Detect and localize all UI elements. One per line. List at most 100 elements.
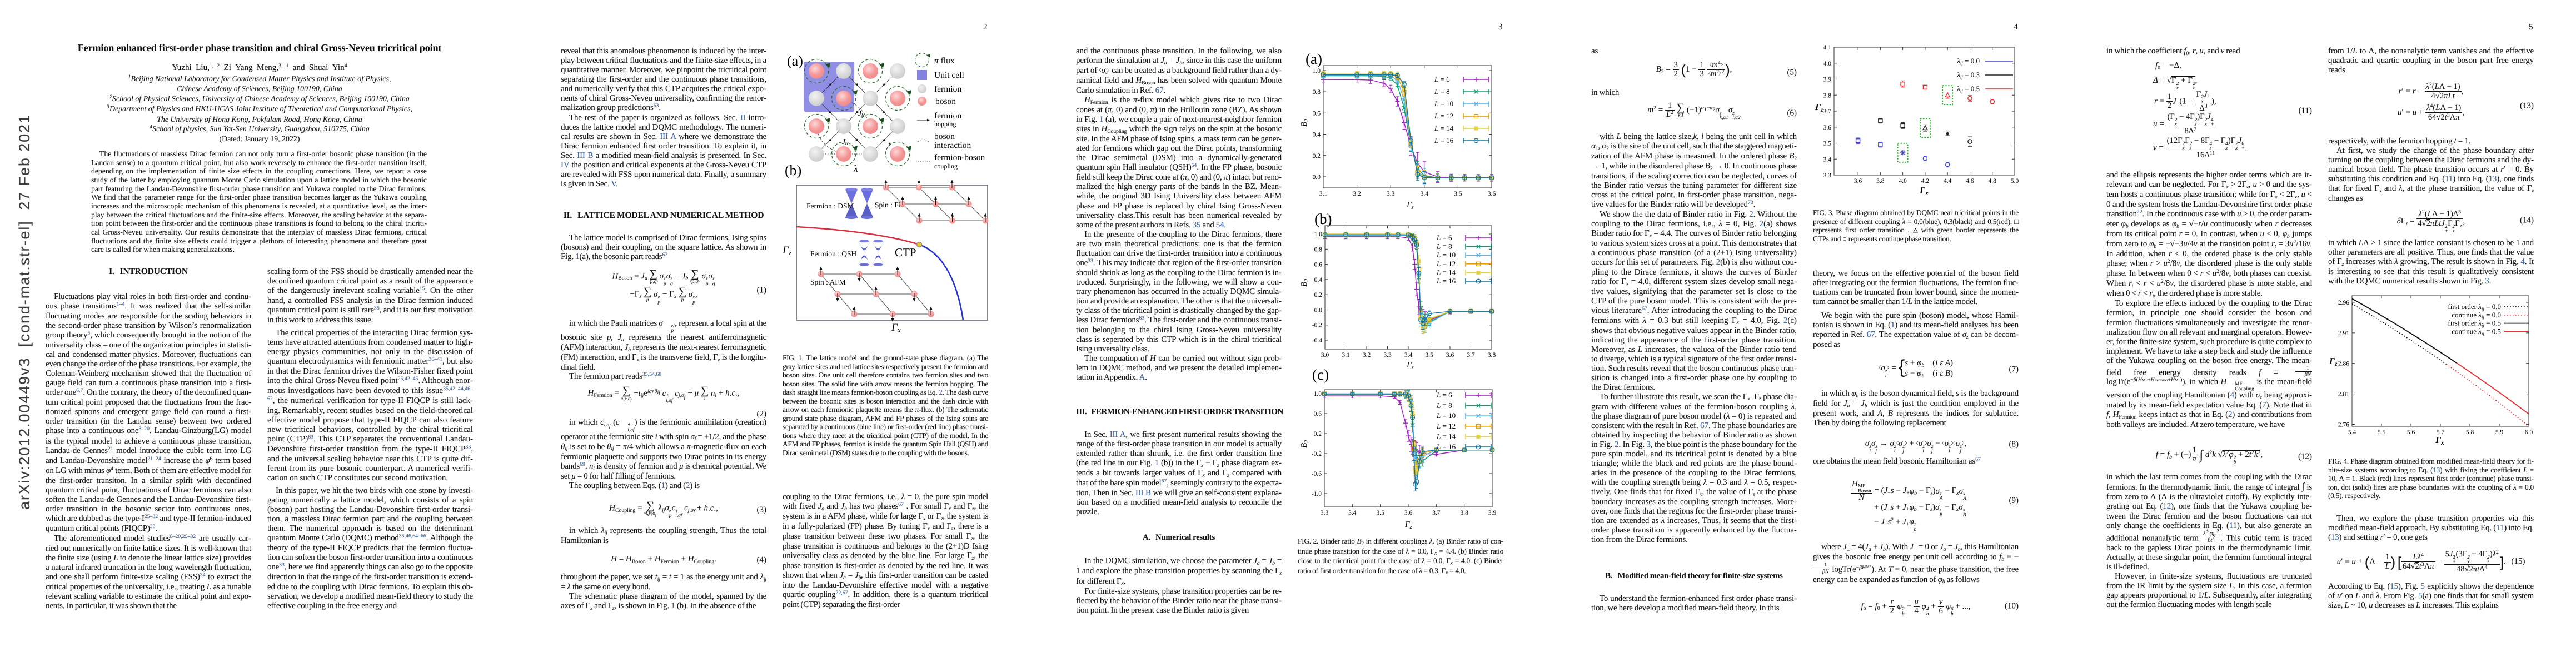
svg-text:L = 16: L = 16 — [1436, 277, 1456, 285]
svg-text:3.2: 3.2 — [1353, 191, 1361, 197]
svg-text:3.4: 3.4 — [1404, 352, 1413, 359]
svg-text:Γx: Γx — [1919, 185, 1929, 195]
svg-text:0.2: 0.2 — [1314, 431, 1322, 437]
svg-text:(b): (b) — [1314, 211, 1332, 227]
svg-text:0.4: 0.4 — [1314, 277, 1323, 283]
svg-text:3.2: 3.2 — [1363, 352, 1371, 359]
svg-text:λij = 0.5: λij = 0.5 — [1956, 84, 1980, 94]
svg-text:3.4: 3.4 — [1823, 156, 1832, 163]
svg-text:4.1: 4.1 — [1823, 44, 1832, 51]
svg-text:2.76: 2.76 — [2338, 421, 2349, 428]
svg-text:0.6: 0.6 — [1314, 262, 1323, 268]
svg-text:3.0: 3.0 — [1321, 352, 1329, 359]
svg-text:Spin : AFM: Spin : AFM — [810, 278, 846, 286]
svg-text:5.8: 5.8 — [2466, 429, 2474, 436]
svg-text:2.81: 2.81 — [2338, 391, 2349, 398]
svg-text:Γx: Γx — [891, 322, 901, 332]
svg-text:1.0: 1.0 — [1313, 68, 1321, 74]
svg-text:π flux: π flux — [934, 56, 955, 66]
svg-text:L = 10: L = 10 — [1436, 251, 1456, 259]
svg-text:0.0: 0.0 — [1314, 307, 1323, 313]
svg-text:0.6: 0.6 — [1313, 110, 1321, 117]
svg-text:first order λij = 0.5: first order λij = 0.5 — [2448, 319, 2501, 328]
svg-text:B2: B2 — [1300, 118, 1310, 127]
svg-text:B2: B2 — [1300, 440, 1310, 448]
svg-text:fermion-boson: fermion-boson — [934, 153, 985, 162]
svg-text:L = 14: L = 14 — [1436, 432, 1456, 440]
svg-text:4.0: 4.0 — [1823, 61, 1832, 67]
svg-text:3.6: 3.6 — [1488, 191, 1496, 197]
svg-text:Jb: Jb — [858, 109, 864, 118]
svg-text:L = 6: L = 6 — [1436, 233, 1452, 242]
svg-text:Γz: Γz — [1404, 520, 1412, 530]
svg-text:3.8: 3.8 — [1460, 510, 1468, 516]
svg-text:(b): (b) — [785, 162, 801, 178]
svg-text:0.4: 0.4 — [1313, 132, 1321, 138]
svg-text:1.0: 1.0 — [1314, 391, 1322, 397]
svg-text:0.2: 0.2 — [1313, 153, 1321, 160]
svg-text:3.7: 3.7 — [1432, 510, 1441, 516]
svg-text:L = 12: L = 12 — [1436, 422, 1456, 430]
svg-text:Ja: Ja — [842, 137, 848, 146]
svg-text:B2: B2 — [1300, 278, 1310, 287]
svg-text:L = 12: L = 12 — [1434, 112, 1453, 120]
svg-text:(c): (c) — [1312, 366, 1329, 383]
svg-text:Fermion : DSM: Fermion : DSM — [806, 202, 854, 210]
svg-text:3.8: 3.8 — [1823, 92, 1832, 99]
svg-text:3.8: 3.8 — [1488, 352, 1496, 359]
svg-text:continue λij = 0.0: continue λij = 0.0 — [2452, 311, 2501, 320]
svg-text:t: t — [888, 141, 891, 150]
svg-text:3.7: 3.7 — [1823, 108, 1832, 115]
svg-text:Γx: Γx — [2435, 435, 2444, 445]
svg-text:3.6: 3.6 — [1446, 352, 1454, 359]
svg-text:4.6: 4.6 — [1966, 178, 1974, 185]
svg-text:first order λij = 0.0: first order λij = 0.0 — [2448, 302, 2501, 312]
svg-text:5.4: 5.4 — [2348, 429, 2356, 436]
svg-text:3.8: 3.8 — [1876, 178, 1885, 185]
svg-text:-0.2: -0.2 — [1312, 322, 1322, 329]
svg-text:3.3: 3.3 — [1321, 510, 1329, 516]
svg-text:L = 8: L = 8 — [1436, 242, 1452, 251]
svg-text:-1.0: -1.0 — [1312, 491, 1322, 497]
svg-text:3.5: 3.5 — [1823, 141, 1832, 147]
svg-text:hopping: hopping — [934, 120, 956, 128]
svg-text:Γz: Γz — [783, 245, 791, 257]
svg-text:3.6: 3.6 — [1823, 125, 1832, 131]
svg-text:3.4: 3.4 — [1421, 191, 1429, 197]
svg-text:L = 8: L = 8 — [1436, 401, 1452, 410]
svg-text:3.5: 3.5 — [1376, 510, 1384, 516]
svg-text:Γz: Γz — [1406, 201, 1414, 211]
svg-text:3.9: 3.9 — [1823, 77, 1832, 83]
svg-text:4.8: 4.8 — [1989, 178, 1997, 185]
svg-text:L = 6: L = 6 — [1436, 391, 1452, 399]
svg-text:3.5: 3.5 — [1454, 191, 1462, 197]
svg-text:4.0: 4.0 — [1899, 178, 1907, 185]
svg-text:Fermion : QSH: Fermion : QSH — [810, 250, 857, 258]
svg-text:λ: λ — [853, 163, 858, 174]
svg-text:4.2: 4.2 — [1921, 178, 1930, 185]
svg-text:L = 10: L = 10 — [1434, 99, 1453, 108]
svg-text:(a): (a) — [787, 53, 803, 69]
svg-text:coupling: coupling — [934, 162, 958, 170]
svg-text:0.8: 0.8 — [1314, 246, 1323, 253]
svg-text:-0.2: -0.2 — [1312, 451, 1322, 457]
svg-text:3.7: 3.7 — [1467, 352, 1475, 359]
svg-text:5.5: 5.5 — [2378, 429, 2386, 436]
svg-text:L = 10: L = 10 — [1436, 411, 1456, 420]
svg-text:L = 16: L = 16 — [1436, 442, 1456, 451]
svg-text:5.6: 5.6 — [2407, 429, 2415, 436]
svg-text:λij = 0.3: λij = 0.3 — [1956, 71, 1980, 80]
svg-text:0.0: 0.0 — [1313, 174, 1321, 181]
svg-text:2.96: 2.96 — [2338, 300, 2349, 306]
svg-text:(a): (a) — [1306, 51, 1322, 67]
svg-text:L = 6: L = 6 — [1434, 75, 1450, 83]
svg-text:-0.6: -0.6 — [1312, 471, 1322, 477]
svg-text:2.91: 2.91 — [2338, 330, 2349, 337]
svg-text:L = 8: L = 8 — [1434, 87, 1450, 96]
svg-text:3.3: 3.3 — [1823, 172, 1832, 179]
svg-text:4.4: 4.4 — [1944, 178, 1952, 185]
svg-text:3.4: 3.4 — [1348, 510, 1357, 516]
svg-text:5.7: 5.7 — [2437, 429, 2445, 436]
svg-text:boson: boson — [934, 132, 955, 141]
svg-text:boson: boson — [935, 97, 956, 106]
